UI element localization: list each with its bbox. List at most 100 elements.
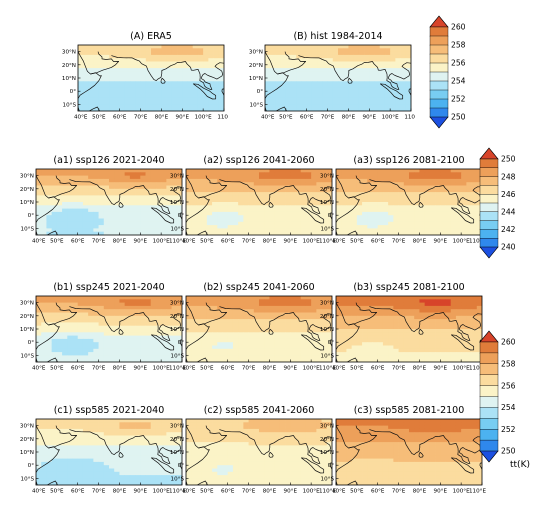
field-cell [51, 231, 58, 235]
field-cell [253, 335, 260, 340]
field-cell [222, 345, 229, 350]
field-cell [119, 221, 126, 226]
field-cell [445, 322, 452, 327]
field-cell [46, 345, 53, 350]
field-cell [351, 355, 358, 360]
field-cell [398, 355, 405, 360]
field-cell [388, 299, 394, 303]
field-cell [429, 218, 436, 223]
field-cell [259, 208, 265, 213]
field-cell [156, 91, 162, 95]
field-cell [232, 228, 239, 233]
field-cell [114, 218, 120, 223]
field-cell [405, 84, 411, 89]
field-cell [88, 329, 94, 333]
field-cell [196, 205, 203, 209]
field-cell [311, 231, 317, 235]
field-cell [62, 419, 68, 423]
field-cell [270, 84, 276, 89]
field-cell [414, 352, 420, 356]
field-cell [295, 218, 302, 223]
field-cell [290, 218, 296, 223]
field-cell [440, 202, 446, 206]
field-cell [166, 74, 173, 79]
field-cell [206, 175, 213, 180]
field-cell [124, 428, 131, 433]
field-cell [103, 198, 110, 203]
field-cell [265, 58, 271, 62]
field-cell [403, 325, 410, 330]
field-cell [440, 178, 446, 183]
field-cell [46, 432, 53, 436]
field-cell [336, 329, 342, 333]
field-cell [435, 218, 441, 223]
field-cell [362, 315, 368, 320]
field-cell [429, 172, 436, 176]
field-cell [327, 74, 334, 79]
field-cell [114, 422, 120, 426]
field-cell [82, 221, 89, 226]
field-cell [377, 192, 384, 196]
field-cell [295, 335, 302, 340]
field-cell [243, 231, 249, 235]
field-cell [212, 352, 218, 356]
field-cell [364, 74, 370, 79]
field-cell [155, 202, 162, 206]
field-cell [176, 188, 182, 193]
field-cell [124, 61, 131, 66]
field-cell [346, 312, 353, 317]
field-cell [187, 87, 194, 92]
field-cell [171, 215, 178, 219]
field-cell [243, 172, 249, 176]
field-cell [321, 325, 328, 330]
field-cell [187, 58, 194, 62]
field-cell [300, 358, 307, 362]
field-cell [191, 198, 197, 203]
field-cell [362, 319, 368, 323]
field-cell [379, 71, 386, 76]
field-cell [161, 422, 167, 426]
field-cell [346, 188, 353, 193]
field-cell [450, 182, 457, 186]
field-cell [124, 45, 131, 49]
field-cell [171, 438, 178, 443]
field-cell [222, 338, 229, 343]
field-cell [82, 335, 89, 340]
field-cell [93, 61, 100, 66]
map-panel-b1: (b1) ssp245 2021-204030°N20°N10°N0°10°S4… [20, 282, 187, 372]
field-cell [269, 172, 276, 176]
field-cell [364, 54, 370, 59]
field-cell [119, 432, 126, 436]
field-cell [82, 169, 89, 173]
field-cell [77, 215, 84, 219]
field-cell [88, 345, 94, 350]
field-cell [285, 355, 291, 360]
field-cell [41, 296, 47, 300]
field-cell [177, 45, 183, 49]
field-cell [222, 218, 229, 223]
field-cell [114, 202, 120, 206]
field-cell [275, 78, 282, 82]
field-cell [317, 107, 323, 111]
field-cell [343, 104, 349, 109]
field-cell [161, 342, 167, 346]
field-cell [291, 97, 297, 102]
coastline-path [277, 51, 307, 75]
field-cell [155, 419, 162, 423]
field-cell [176, 211, 182, 216]
field-cell [311, 104, 318, 109]
field-cell [356, 315, 363, 320]
field-cell [166, 169, 172, 173]
field-cell [317, 54, 323, 59]
field-cell [88, 178, 94, 183]
field-cell [419, 358, 426, 362]
field-cell [166, 81, 173, 85]
field-cell [191, 338, 197, 343]
field-cell [166, 315, 172, 320]
field-cell [166, 61, 173, 66]
field-cell [326, 312, 332, 317]
field-cell [403, 205, 410, 209]
field-cell [296, 71, 302, 76]
island-outline [160, 77, 166, 84]
